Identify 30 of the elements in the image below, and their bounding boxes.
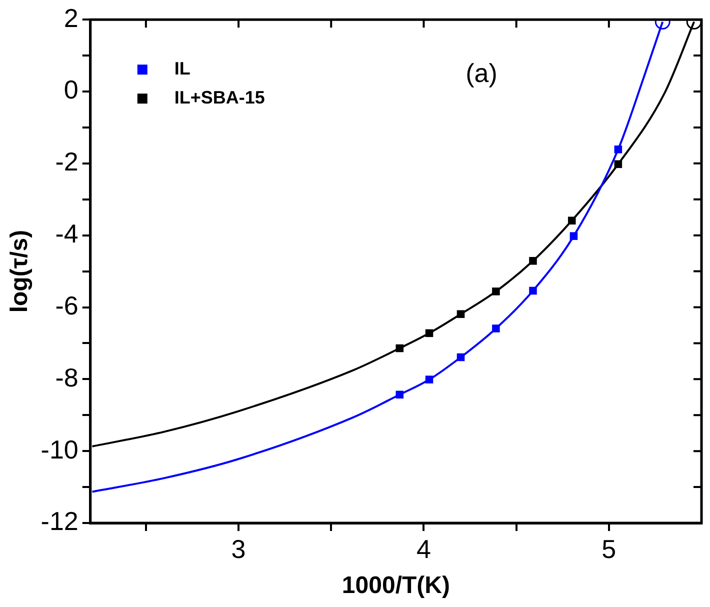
- point: [425, 376, 434, 384]
- point: [614, 160, 622, 168]
- point: [396, 390, 404, 399]
- y-tick-label: -8: [55, 362, 78, 392]
- y-tick-label: -2: [55, 146, 78, 177]
- point: [396, 344, 404, 352]
- point: [614, 146, 622, 154]
- y-tick-label: 0: [64, 74, 78, 105]
- y-axis-title: log(τ/s): [6, 230, 34, 313]
- x-tick-label: 3: [231, 534, 246, 564]
- y-tick-label: 2: [64, 2, 78, 33]
- point: [529, 256, 537, 265]
- point: [492, 324, 500, 332]
- point: [570, 232, 578, 240]
- point: [456, 353, 465, 362]
- point: [529, 286, 537, 295]
- x-tick-label: 4: [416, 534, 431, 564]
- legend-label: IL+SBA-15: [174, 88, 265, 108]
- point: [456, 310, 465, 318]
- y-tick-label: -10: [40, 434, 78, 464]
- point: [568, 216, 576, 224]
- point: [492, 288, 500, 296]
- y-tick-label: -6: [55, 290, 78, 320]
- y-tick-label: -4: [55, 218, 78, 249]
- point: [425, 329, 434, 338]
- y-tick-label: -12: [40, 506, 78, 536]
- x-axis-title: 1000/T(K): [342, 572, 450, 600]
- x-tick-label: 5: [602, 534, 616, 564]
- legend-label: IL: [174, 58, 190, 79]
- annotation: (a): [466, 58, 498, 88]
